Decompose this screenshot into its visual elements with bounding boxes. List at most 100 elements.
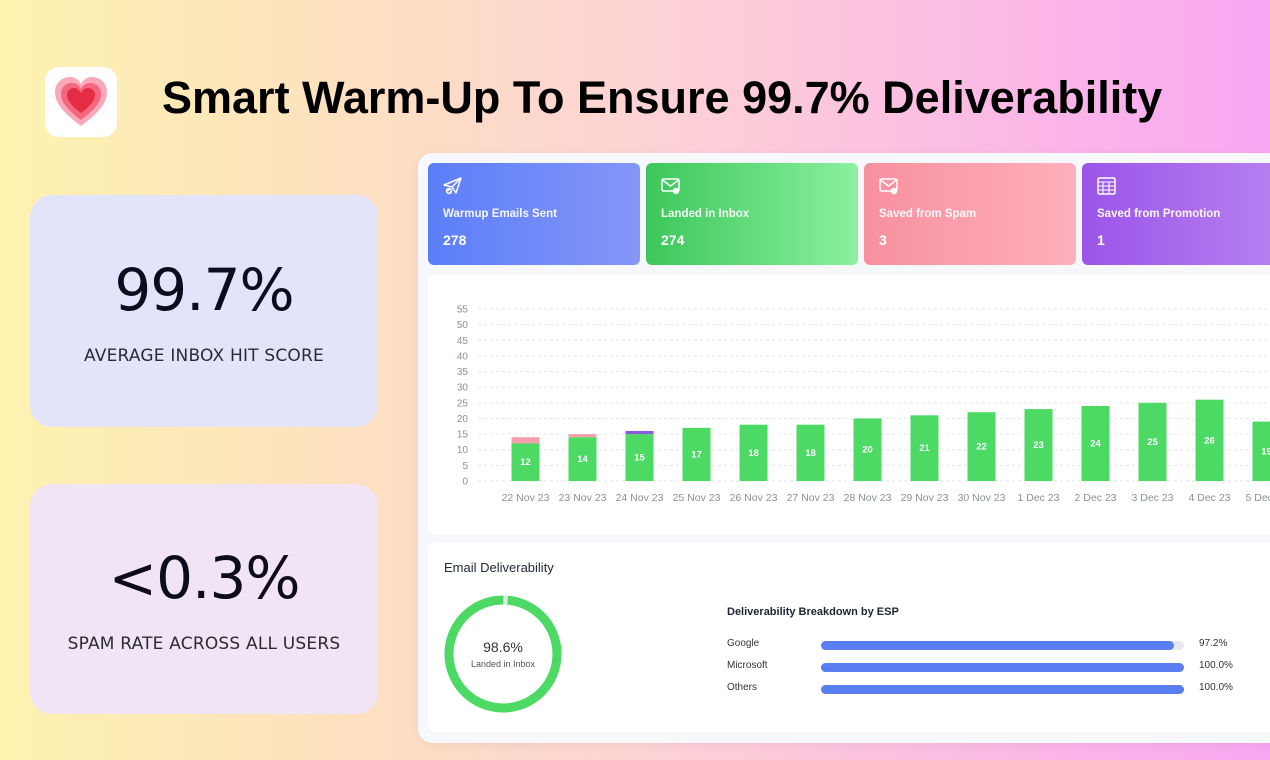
x-tick-label: 2 Dec 23 <box>1074 492 1116 504</box>
dashboard-panel: Warmup Emails Sent 278 Landed in Inbox 2… <box>418 153 1270 743</box>
bar-data-label: 24 <box>1090 438 1101 449</box>
bar-data-label: 21 <box>919 443 930 454</box>
metric-value: 1 <box>1097 232 1105 248</box>
bar-segment <box>625 434 654 481</box>
send-check-icon <box>443 177 462 195</box>
app-logo <box>45 67 117 137</box>
bar-data-label: 15 <box>634 453 645 464</box>
metric-value: 274 <box>661 232 685 248</box>
esp-row-google: Google 97.2% <box>727 638 1270 652</box>
metric-label: Saved from Spam <box>879 208 977 220</box>
bar-data-label: 23 <box>1033 440 1044 451</box>
y-tick-label: 45 <box>457 336 469 347</box>
metric-card-warmup-sent[interactable]: Warmup Emails Sent 278 <box>428 163 640 265</box>
bar-segment <box>1252 421 1270 481</box>
x-tick-label: 29 Nov 23 <box>901 492 949 504</box>
y-tick-label: 5 <box>462 461 468 472</box>
esp-value: 100.0% <box>1199 682 1233 693</box>
bar-segment <box>853 418 882 481</box>
daily-warmup-bar-chart: 0 5 10 15 20 25 30 35 40 45 50 55 12 22 Nov 23 14 23 No… <box>457 305 1270 504</box>
daily-warmup-chart-panel: 0 5 10 15 20 25 30 35 40 45 50 55 12 22 Nov 23 14 23 No… <box>428 275 1270 535</box>
bar-segment <box>796 424 825 481</box>
metric-label: Saved from Promotion <box>1097 208 1221 220</box>
bar-data-label: 19 <box>1261 446 1270 457</box>
metric-value: 3 <box>879 232 887 248</box>
email-deliverability-panel: Email Deliverability 98.6% Landed in Inb… <box>428 543 1270 731</box>
esp-row-others: Others 100.0% <box>727 682 1270 696</box>
x-tick-label: 25 Nov 23 <box>673 492 721 504</box>
bar-data-label: 25 <box>1147 437 1158 448</box>
bar-segment <box>910 415 939 481</box>
bar-segment <box>1138 402 1167 481</box>
x-tick-label: 26 Nov 23 <box>730 492 778 504</box>
y-tick-label: 50 <box>457 320 469 331</box>
metric-card-landed-inbox[interactable]: Landed in Inbox 274 <box>646 163 858 265</box>
metric-label: Landed in Inbox <box>661 208 750 220</box>
bar-data-label: 12 <box>520 457 531 468</box>
metric-label: Warmup Emails Sent <box>443 208 557 220</box>
donut-label: Landed in Inbox <box>470 659 536 669</box>
section-title: Email Deliverability <box>444 560 554 575</box>
esp-progress-track <box>821 685 1184 694</box>
y-tick-label: 40 <box>457 351 469 362</box>
mail-inbox-icon <box>661 178 680 195</box>
x-tick-label: 22 Nov 23 <box>502 492 550 504</box>
stat-value: <0.3% <box>108 544 301 612</box>
y-tick-label: 0 <box>462 477 468 488</box>
deliverability-donut-chart <box>444 595 562 713</box>
stat-card-inbox-hit-score: 99.7% AVERAGE INBOX HIT SCORE <box>30 195 378 427</box>
x-tick-label: 1 Dec 23 <box>1017 492 1059 504</box>
esp-value: 100.0% <box>1199 660 1233 671</box>
bar-data-label: 20 <box>862 445 873 456</box>
donut-value: 98.6% <box>483 639 523 655</box>
bar-segment <box>511 443 540 481</box>
x-tick-label: 28 Nov 23 <box>844 492 892 504</box>
metric-card-saved-spam[interactable]: Saved from Spam 3 <box>864 163 1076 265</box>
heart-icon <box>55 77 107 126</box>
bar-segment <box>625 430 654 435</box>
bar-segment <box>967 412 996 481</box>
y-tick-label: 30 <box>457 383 469 394</box>
bar-data-label: 26 <box>1204 435 1215 446</box>
bar-segment <box>511 437 540 444</box>
mail-shield-icon <box>879 178 898 195</box>
bar-segment <box>739 424 768 481</box>
esp-progress-bar <box>821 641 1174 650</box>
page-title: Smart Warm-Up To Ensure 99.7% Deliverabi… <box>162 72 1163 123</box>
bar-segment <box>1024 409 1053 481</box>
x-tick-label: 5 Dec 23 <box>1245 492 1270 504</box>
esp-value: 97.2% <box>1199 638 1228 649</box>
bar-segment <box>1195 399 1224 481</box>
y-tick-label: 25 <box>457 398 469 409</box>
bar-segment <box>568 437 597 481</box>
metric-card-saved-promotion[interactable]: Saved from Promotion 1 <box>1082 163 1270 265</box>
esp-progress-track <box>821 663 1184 672</box>
y-tick-label: 20 <box>457 414 469 425</box>
esp-breakdown-title: Deliverability Breakdown by ESP <box>727 606 899 618</box>
bar-data-label: 18 <box>748 448 759 459</box>
calendar-grid-icon <box>1097 177 1116 195</box>
stat-card-spam-rate: <0.3% SPAM RATE ACROSS ALL USERS <box>30 484 378 714</box>
esp-row-microsoft: Microsoft 100.0% <box>727 660 1270 674</box>
bar-data-label: 18 <box>805 448 816 459</box>
x-tick-label: 27 Nov 23 <box>787 492 835 504</box>
stat-label: AVERAGE INBOX HIT SCORE <box>84 346 324 366</box>
bar-segment <box>1081 405 1110 481</box>
y-tick-label: 10 <box>457 445 469 456</box>
esp-name: Google <box>727 638 760 649</box>
stat-value: 99.7% <box>114 256 294 324</box>
x-tick-label: 30 Nov 23 <box>958 492 1006 504</box>
x-tick-label: 23 Nov 23 <box>559 492 607 504</box>
esp-name: Others <box>727 682 758 693</box>
y-tick-label: 55 <box>457 305 469 316</box>
bar-data-label: 14 <box>577 454 588 465</box>
bar-data-label: 22 <box>976 442 987 453</box>
esp-progress-bar <box>821 685 1184 694</box>
esp-progress-track <box>821 641 1184 650</box>
esp-progress-bar <box>821 663 1184 672</box>
bar-data-label: 17 <box>691 449 702 460</box>
bar-segment <box>682 427 711 481</box>
metric-value: 278 <box>443 232 467 248</box>
stat-label: SPAM RATE ACROSS ALL USERS <box>67 634 341 654</box>
x-tick-label: 3 Dec 23 <box>1131 492 1173 504</box>
